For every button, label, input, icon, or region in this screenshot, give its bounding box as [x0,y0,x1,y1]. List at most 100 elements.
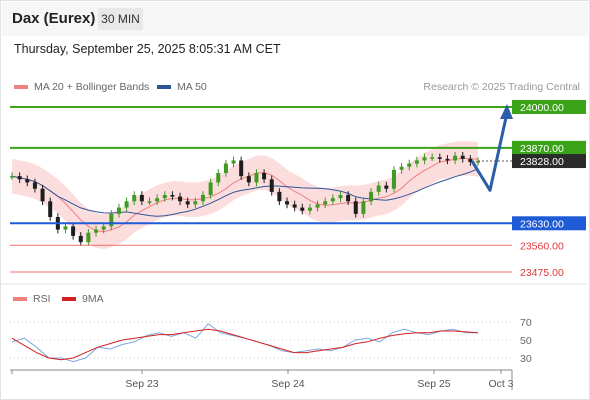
ma50-line [11,168,479,217]
timestamp: Thursday, September 25, 2025 8:05:31 AM … [14,42,281,56]
candle-body [460,155,465,159]
ma20-line [11,157,479,233]
rsi-axis-label: 50 [520,335,532,347]
candle-body [208,182,213,195]
rsi-swatch [13,297,27,301]
candle-body [162,195,167,199]
candle-body [101,226,106,230]
candle-body [376,185,381,192]
rsi-axis-label: 30 [520,353,532,365]
level-label-resistance: 24000.00 [520,102,564,114]
candle-body [453,155,458,161]
level-tag-pivot [512,216,586,231]
candle-body [476,161,480,163]
candle-body [346,195,351,202]
bollinger-swatch [14,85,28,89]
candle-body [361,201,366,214]
level-label-pivot: 23630.00 [520,218,564,230]
level-label-resistance: 23870.00 [520,143,564,155]
candle-body [86,232,91,243]
rsi-ma-line [11,328,479,361]
candle-body [17,176,22,180]
candle-body [292,204,297,208]
bollinger-band [12,141,478,250]
candle-body [10,176,14,178]
rsi-line [11,323,478,363]
candle-body [430,157,435,159]
candle-body [414,160,419,164]
scenario-arrow [470,112,509,192]
ma9-legend-label: 9MA [82,293,104,305]
legend-bollinger: MA 20 + Bollinger Bands [14,81,149,93]
candle-body [445,158,450,161]
legend-ma50: MA 50 [157,81,207,93]
candle-body [132,195,137,202]
level-tag-resistance [512,100,586,114]
credit-text: Research © 2025 Trading Central [423,81,580,93]
candle-body [216,173,221,183]
candle-body [40,188,45,202]
candle-body [109,213,114,227]
x-tick-label: Sep 25 [417,378,450,390]
candle-body [307,207,312,211]
rsi-legend-label: RSI [33,293,51,305]
candle-body [170,195,175,197]
candle-body [155,198,160,202]
candle-body [391,169,396,189]
candle-body [468,158,473,162]
candle-body [315,204,320,208]
candle-body [78,235,83,243]
candle-body [48,201,53,217]
candle-body [330,198,335,202]
legend-bollinger-label: MA 20 + Bollinger Bands [34,81,150,93]
candle-body [384,185,389,189]
candle-body [285,201,290,205]
candle-body [71,226,76,236]
ma50-swatch [157,85,171,89]
last-price-label: 23828.00 [520,156,564,168]
legend-ma50-label: MA 50 [177,81,207,93]
scenario-arrowhead [500,104,513,119]
candle-body [116,207,121,214]
candle-body [239,160,244,177]
candle-body [323,201,328,205]
rsi-axis-label: 70 [520,317,532,329]
candle-body [139,195,144,202]
instrument-title: Dax (Eurex) [12,10,96,27]
candle-body [25,179,30,183]
level-tag-resistance [512,140,586,155]
interval-button[interactable]: 30 MIN [98,8,143,30]
candle-body [399,166,404,170]
candle-body [124,201,129,208]
candle-body [200,195,205,202]
candle-body [63,226,68,230]
candle-body [269,179,274,192]
candle-body [94,229,99,233]
support-label: 23475.00 [520,267,564,279]
last-price-tag [512,154,586,169]
candle-body [193,201,198,205]
candle-body [185,201,190,205]
candle-body [254,173,259,183]
candle-body [369,191,374,202]
candle-body [353,201,358,214]
ma9-swatch [62,297,76,301]
support-label: 23560.00 [520,240,564,252]
x-tick-label: Sep 24 [271,378,304,390]
candle-body [147,201,152,203]
x-tick-label: Oct 3 [488,378,513,390]
candle-body [178,196,183,202]
candle-body [437,157,442,159]
candle-body [407,163,412,167]
candle-body [277,191,282,202]
candle-body [338,195,343,199]
candle-body [32,182,37,189]
candle-body [246,176,251,183]
candle-body [422,157,427,161]
candle-body [300,207,305,211]
x-tick-label: Sep 23 [125,378,158,390]
candle-body [231,160,236,164]
candle-body [223,163,228,173]
